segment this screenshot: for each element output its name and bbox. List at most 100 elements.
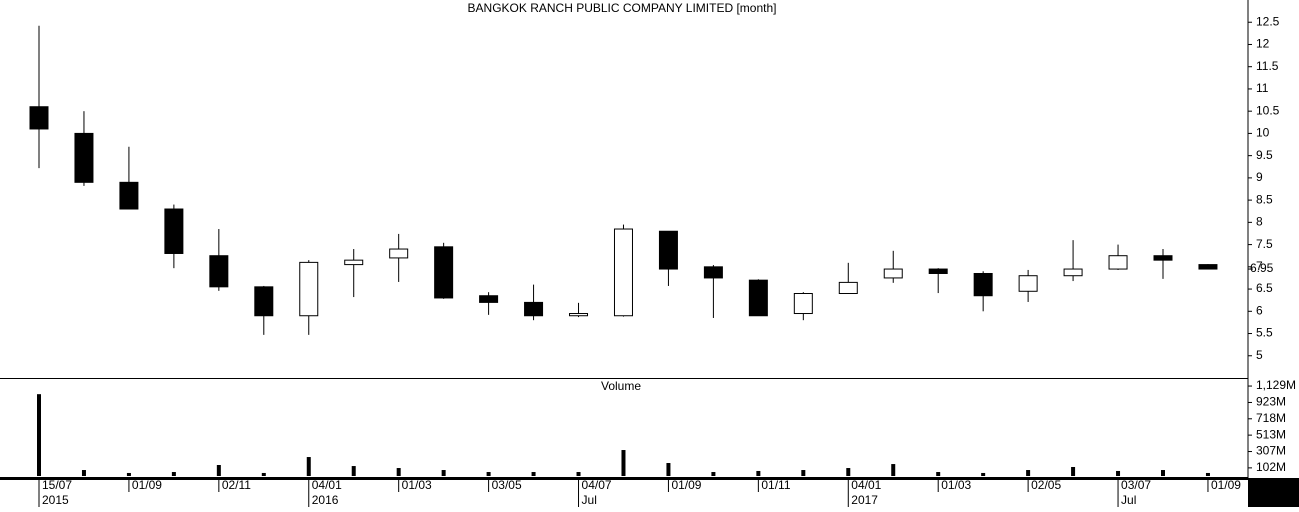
y-tick-label: 8.5 [1256,192,1273,206]
volume-bar [441,470,446,476]
x-tick-label: 15/07 [42,478,72,492]
volume-bar [891,464,896,476]
period-label: Jul [582,493,597,507]
candle-body [434,246,454,299]
volume-bar [936,472,941,476]
candle-body [883,268,903,279]
volume-bar [1116,470,1121,476]
y-tick-label: 6.5 [1256,281,1273,295]
candle-body [479,295,499,303]
y-tick-label: 9.5 [1256,148,1273,162]
volume-bar [1026,470,1031,476]
candle-body [29,106,49,130]
y-tick-label: 9 [1256,170,1263,184]
volume-bar [666,463,671,476]
y-tick-label: 307M [1256,444,1286,458]
candle-body [74,132,94,183]
x-tick-label: 03/05 [492,478,522,492]
y-tick-label: 7.5 [1256,237,1273,251]
y-tick-label: 102M [1256,460,1286,474]
period-label: 2016 [312,493,339,507]
period-label: Jul [1121,493,1136,507]
x-tick-label: 01/09 [132,478,162,492]
candle-body [748,279,768,317]
y-tick-label: 6 [1256,303,1263,317]
x-tick-label: 01/09 [671,478,701,492]
corner-block [1248,478,1299,507]
x-tick-label: 01/03 [941,478,971,492]
volume-bar [531,472,536,476]
candle-body [254,286,274,317]
last-price-label: 6.95 [1250,261,1274,275]
x-tick-label: 02/11 [222,478,251,492]
volume-bar [306,457,311,476]
candle-body [928,268,948,274]
volume-bar [396,468,401,476]
candle-body [299,261,319,317]
period-label: 2015 [42,493,69,507]
y-tick-label: 5 [1256,348,1263,362]
candle-body [1153,255,1173,261]
candle-body [524,301,544,317]
chart-title: BANGKOK RANCH PUBLIC COMPANY LIMITED [mo… [468,1,777,15]
candle-body [1108,255,1128,270]
y-tick-label: 10 [1256,126,1270,140]
candle-body [793,293,813,315]
volume-bar [981,472,986,476]
candle-body [838,281,858,295]
y-tick-label: 1,129M [1256,378,1296,392]
candle-body [703,266,723,279]
y-tick-label: 5.5 [1256,326,1273,340]
y-tick-label: 11.5 [1256,59,1279,73]
volume-bar [126,472,131,476]
candle-body [613,228,633,317]
y-tick-label: 718M [1256,411,1286,425]
volume-bar [261,472,266,476]
volume-bar [1071,466,1076,476]
candle-body [569,313,589,317]
x-tick-label: 01/09 [1211,478,1241,492]
volume-bar [37,394,41,476]
volume-bar [801,470,806,476]
volume-bar [1161,470,1165,476]
candle-body [389,248,409,259]
y-tick-label: 923M [1256,395,1286,409]
y-tick-label: 10.5 [1256,103,1280,117]
x-tick-label: 03/07 [1121,478,1151,492]
volume-title: Volume [601,379,641,393]
y-tick-label: 513M [1256,427,1286,441]
y-tick-label: 12.5 [1256,14,1280,28]
volume-bar [621,450,626,476]
candle-body [119,181,139,210]
volume-bar [171,472,176,476]
x-tick-label: 04/01 [851,478,881,492]
volume-bar [756,470,761,476]
candle-body [1198,264,1218,270]
candle-body [209,255,229,288]
x-tick-label: 02/05 [1031,478,1061,492]
candle-body [1063,268,1083,277]
candle-body [658,230,678,270]
volume-bar [846,468,851,476]
x-tick-label: 01/03 [402,478,432,492]
volume-bar [81,470,86,476]
period-label: 2017 [851,493,878,507]
volume-bar [486,472,491,476]
volume-bar [711,472,716,476]
candle-body [164,208,184,254]
y-tick-label: 12 [1256,37,1270,51]
x-tick-label: 01/11 [761,478,790,492]
volume-bar [576,472,581,476]
volume-bar [216,465,221,476]
candle-body [973,272,993,297]
y-tick-label: 11 [1256,81,1269,95]
y-tick-label: 8 [1256,215,1263,229]
volume-bar [1205,472,1210,476]
candle-body [344,259,364,266]
x-tick-label: 04/01 [312,478,342,492]
candle-body [1018,275,1038,292]
volume-bar [351,466,356,476]
x-tick-label: 04/07 [582,478,612,492]
y-tick-label: 7 [1256,259,1263,273]
